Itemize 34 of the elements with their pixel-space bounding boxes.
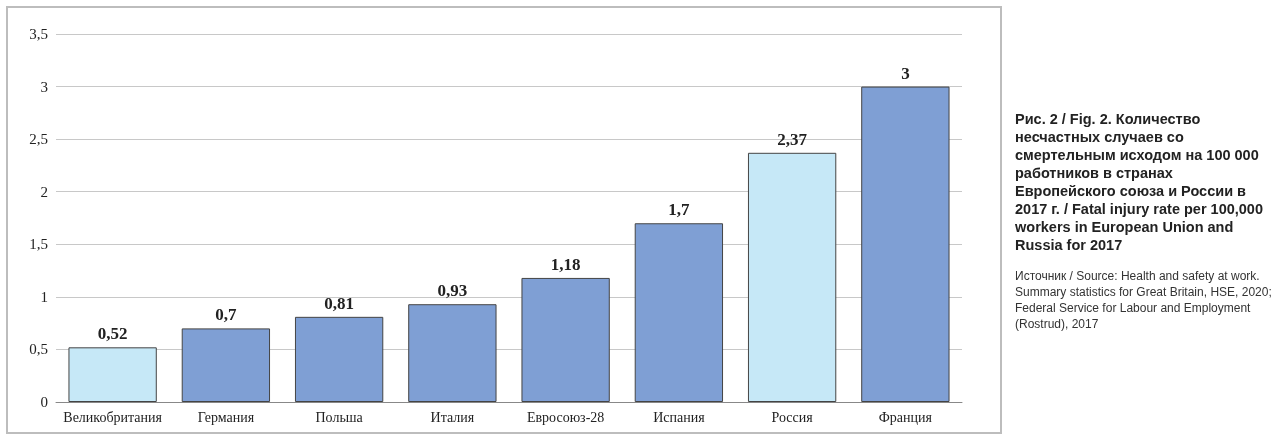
x-tick-label: Испания bbox=[653, 409, 706, 425]
data-label: 3 bbox=[901, 63, 910, 83]
y-tick-label: 1 bbox=[40, 288, 48, 305]
data-label: 1,18 bbox=[550, 254, 581, 274]
y-tick-label: 2,5 bbox=[29, 131, 48, 148]
y-tick-label: 2 bbox=[40, 183, 48, 200]
data-label: 1,7 bbox=[668, 200, 690, 220]
bar bbox=[294, 316, 384, 402]
text: Рис. 2 / Fig. 2. Количество несчастных случаев со смертельным исходом на 100 000 работников в странах Европейского союза и России в 2017 г. / Fatal injury rate per 100,000 workers in European Union and Russia for 2017 bbox=[1015, 110, 1264, 254]
data-label: 0,52 bbox=[97, 324, 128, 344]
bar bbox=[861, 86, 950, 402]
data-label: 0,81 bbox=[324, 293, 354, 313]
bar bbox=[747, 152, 837, 402]
bar bbox=[181, 328, 271, 402]
bar bbox=[521, 277, 610, 402]
x-tick-label: Франция bbox=[878, 409, 933, 425]
x-tick-label: Германия bbox=[197, 409, 255, 425]
text: Источник / Source: Health and safety at work. Summary statistics for Great Britain, HSE, 2020; Federal Service for Labour and Employment (Rostrud), 2017 bbox=[1015, 268, 1273, 332]
y-tick-label: 0 bbox=[40, 394, 48, 410]
x-tick-label: Италия bbox=[430, 409, 475, 425]
y-tick-label: 3,5 bbox=[29, 26, 48, 42]
bar bbox=[68, 347, 157, 402]
x-tick-label: Евросоюз-28 bbox=[526, 409, 605, 425]
y-tick-label: 1,5 bbox=[29, 236, 48, 253]
y-tick-label: 0,5 bbox=[29, 341, 48, 358]
x-tick-label: Польша bbox=[315, 409, 364, 425]
bar bbox=[408, 304, 497, 402]
x-tick-label: Великобритания bbox=[63, 409, 163, 425]
data-label: 0,93 bbox=[437, 281, 468, 301]
x-tick-label: Россия bbox=[771, 409, 814, 425]
y-tick-label: 3 bbox=[40, 78, 48, 95]
bar bbox=[634, 223, 724, 402]
data-label: 0,7 bbox=[215, 305, 237, 325]
data-label: 2,37 bbox=[777, 129, 808, 149]
